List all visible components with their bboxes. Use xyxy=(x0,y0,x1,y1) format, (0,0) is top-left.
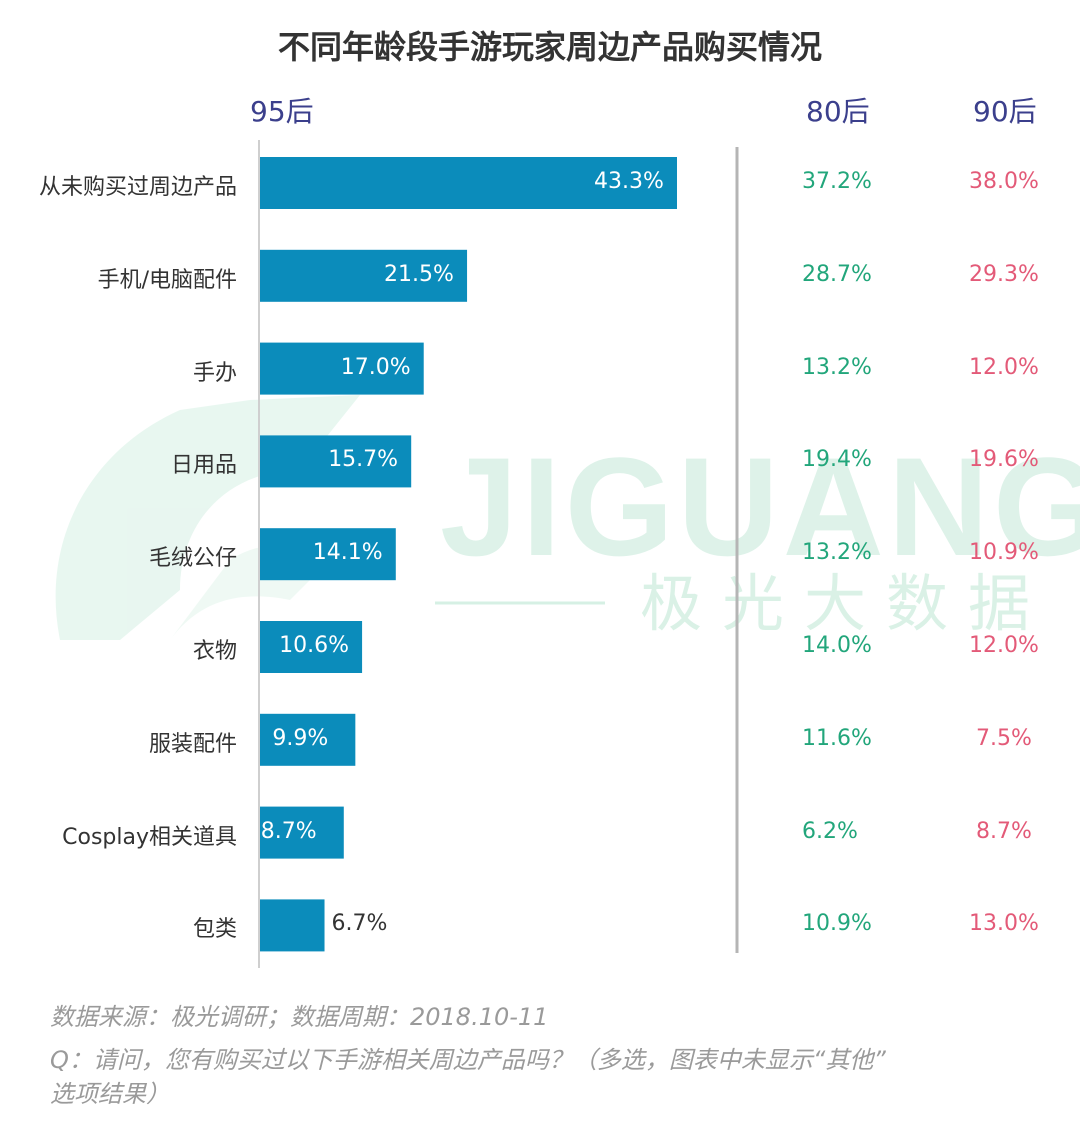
category-label: 包类 xyxy=(192,917,237,943)
watermark-brand: JIGUANG xyxy=(440,428,1080,585)
bar-95-2 xyxy=(260,342,424,395)
value-90: 13.0% xyxy=(969,911,1039,937)
value-80: 19.4% xyxy=(802,447,872,473)
value-90: 38.0% xyxy=(969,169,1039,194)
value-80: 37.2% xyxy=(802,169,872,194)
value-90: 10.9% xyxy=(969,540,1039,566)
value-80: 13.2% xyxy=(802,354,872,380)
bar-95-5 xyxy=(260,621,363,673)
watermark-sub: 极光大数据 xyxy=(640,567,1050,640)
category-label: 从未购买过周边产品 xyxy=(38,175,237,200)
value-80: 6.2% xyxy=(802,818,858,844)
value-80: 28.7% xyxy=(802,261,872,287)
category-label: 日用品 xyxy=(170,453,237,479)
value-90: 29.3% xyxy=(969,261,1039,287)
bar-95-3 xyxy=(260,435,412,488)
column-header-95: 95后 xyxy=(250,95,314,128)
bar-value-label-95: 15.7% xyxy=(328,447,399,473)
source-note: 数据来源：极光调研；数据周期：2018.10-11 xyxy=(50,1003,549,1031)
bar-value-label-95: 6.7% xyxy=(331,911,388,937)
value-80: 11.6% xyxy=(802,725,872,751)
bar-value-label-95: 8.7% xyxy=(260,818,317,844)
value-80: 13.2% xyxy=(802,540,872,566)
bar-95-0 xyxy=(260,157,677,209)
question-note-line2: 选项结果） xyxy=(50,1080,170,1108)
column-header-90: 90后 xyxy=(973,95,1037,128)
value-90: 8.7% xyxy=(976,818,1032,844)
value-90: 12.0% xyxy=(969,633,1039,658)
bar-value-label-95: 21.5% xyxy=(384,261,454,287)
question-note-line1: Q：请问，您有购买过以下手游相关周边产品吗？（多选，图表中未显示“其他” xyxy=(50,1046,886,1074)
column-header-80: 80后 xyxy=(806,95,870,128)
bar-95-1 xyxy=(260,249,468,302)
value-80: 10.9% xyxy=(802,911,872,937)
chart-title: 不同年龄段手游玩家周边产品购买情况 xyxy=(277,28,822,66)
bar-value-label-95: 17.0% xyxy=(340,354,411,380)
category-label: 手机/电脑配件 xyxy=(97,267,237,293)
bar-95-8 xyxy=(260,899,325,952)
value-90: 19.6% xyxy=(969,447,1039,473)
value-90: 12.0% xyxy=(969,354,1039,380)
bar-95-6 xyxy=(260,713,356,766)
bar-95-4 xyxy=(260,528,396,581)
category-label: 衣物 xyxy=(192,639,237,664)
bar-value-label-95: 43.3% xyxy=(594,169,664,194)
category-label: 毛绒公仔 xyxy=(148,546,237,572)
value-90: 7.5% xyxy=(976,725,1032,751)
bar-95-7 xyxy=(260,806,344,859)
bar-value-label-95: 9.9% xyxy=(272,725,329,751)
category-label: Cosplay相关道具 xyxy=(62,824,237,850)
bar-value-label-95: 14.1% xyxy=(312,540,383,566)
category-label: 服装配件 xyxy=(148,731,237,757)
category-label: 手办 xyxy=(192,360,237,386)
value-80: 14.0% xyxy=(802,633,872,658)
bar-value-label-95: 10.6% xyxy=(279,633,349,658)
